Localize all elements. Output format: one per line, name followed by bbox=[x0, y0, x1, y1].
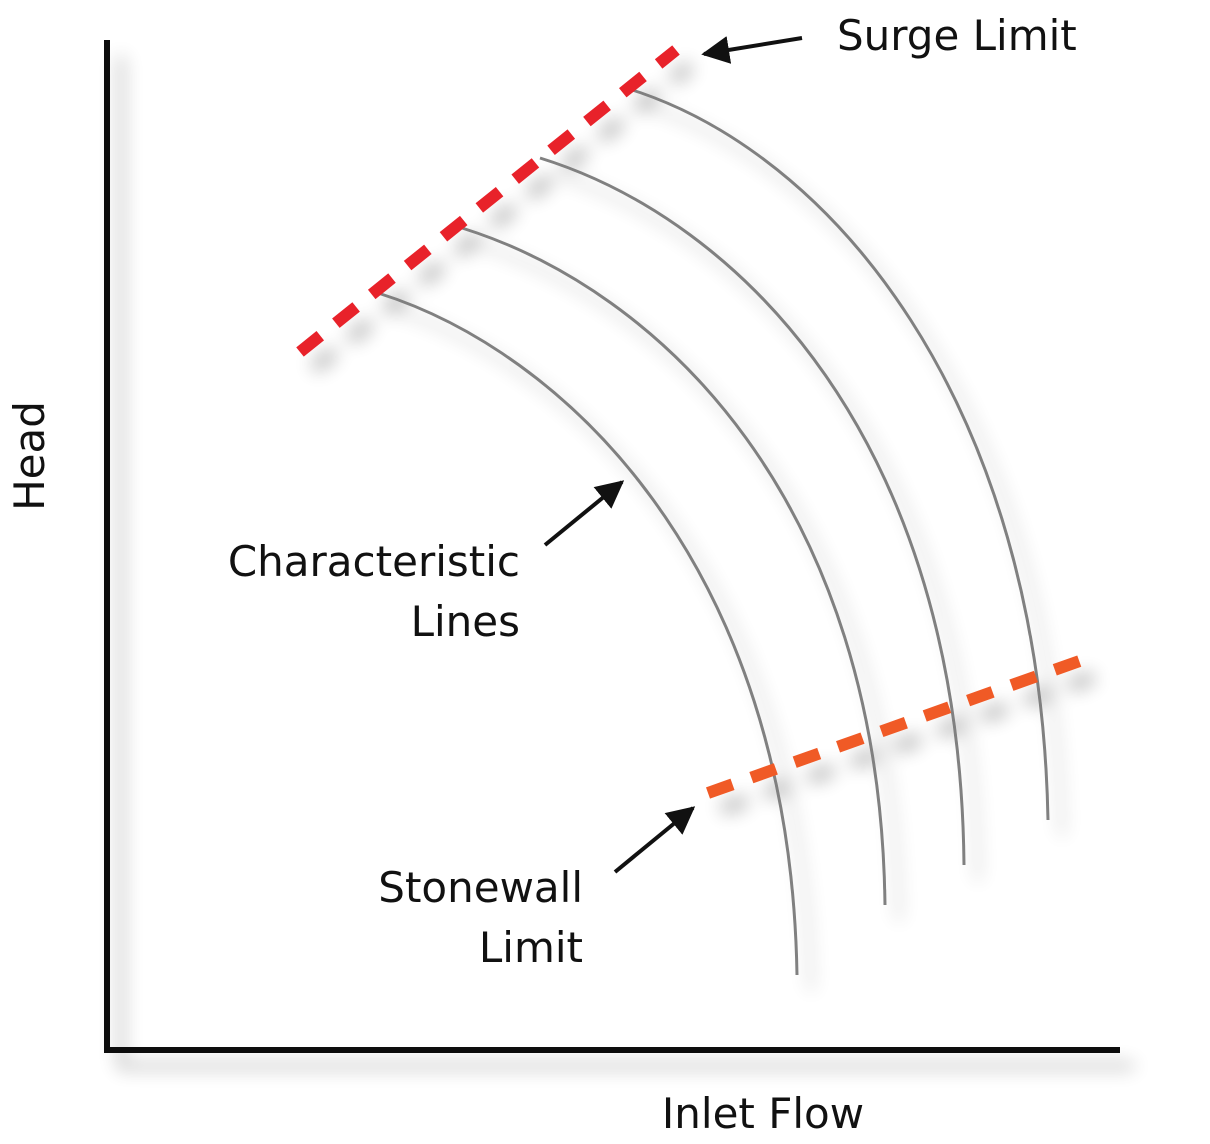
label: Limit bbox=[479, 923, 583, 972]
label: Stonewall bbox=[378, 863, 583, 912]
arrow bbox=[701, 36, 803, 64]
y-axis-label: Head bbox=[5, 401, 54, 511]
characteristic-line bbox=[377, 291, 799, 976]
stonewall-limit-line bbox=[705, 652, 1091, 799]
label: Characteristic bbox=[228, 537, 520, 586]
label: Lines bbox=[411, 597, 520, 646]
label: Surge Limit bbox=[837, 11, 1077, 60]
plot bbox=[104, 40, 1120, 1053]
arrow bbox=[613, 806, 696, 874]
characteristic-line bbox=[625, 86, 1050, 821]
arrow bbox=[543, 480, 625, 547]
surge-limit-line bbox=[296, 45, 680, 357]
characteristic-line bbox=[461, 226, 887, 906]
characteristic-line bbox=[539, 156, 966, 866]
x-axis-label: Inlet Flow bbox=[662, 1089, 864, 1138]
